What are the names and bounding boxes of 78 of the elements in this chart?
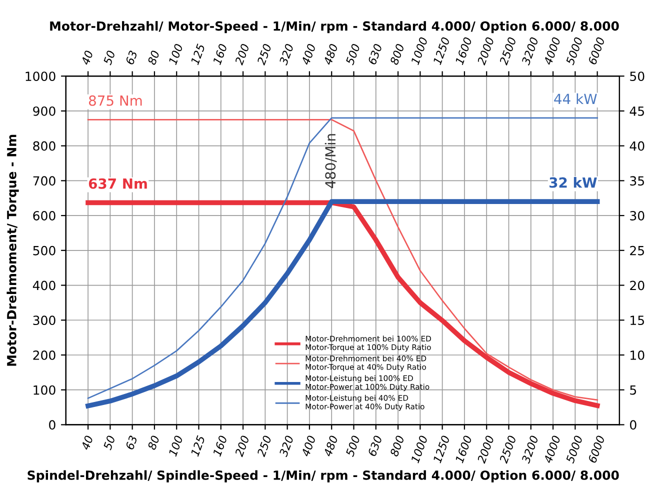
y2-tick-label: 30 bbox=[630, 211, 644, 220]
y-axis-title: Motor-Drehmoment/ Torque - Nm bbox=[6, 134, 19, 366]
x-tick-label: 250 bbox=[256, 435, 272, 458]
x-tick-label: 50 bbox=[102, 435, 116, 450]
y-tick-label: 0 bbox=[49, 420, 56, 430]
x-tick-label: 2000 bbox=[476, 435, 494, 464]
y-tick-label: 1000 bbox=[26, 72, 56, 82]
x-tick-label: 320 bbox=[278, 435, 294, 458]
category-label: 3200 bbox=[521, 36, 539, 66]
x-tick-label: 1600 bbox=[454, 435, 472, 464]
category-label: 500 bbox=[345, 43, 360, 66]
x-tick-label: 6000 bbox=[588, 435, 605, 464]
category-label: 5000 bbox=[566, 36, 583, 66]
x-tick-label: 200 bbox=[234, 435, 250, 458]
category-label: 6000 bbox=[588, 36, 605, 65]
x-axis-title: Spindel-Drehzahl/ Spindle-Speed - 1/Min/ rpm - Standard 4.000/ Option 6.000/ 8.000 bbox=[28, 470, 619, 482]
category-label: 100 bbox=[168, 43, 184, 66]
category-label: 1250 bbox=[432, 36, 450, 66]
x-tick-label: 400 bbox=[301, 435, 316, 458]
annotation: 637 Nm bbox=[88, 178, 147, 189]
category-label: 63 bbox=[125, 50, 138, 65]
category-label: 400 bbox=[301, 43, 316, 66]
category-label: 2000 bbox=[476, 36, 494, 66]
x-tick-label: 1000 bbox=[410, 435, 428, 464]
category-label: 630 bbox=[368, 43, 382, 65]
category-label: 80 bbox=[147, 50, 160, 66]
x-tick-label: 125 bbox=[190, 435, 206, 457]
y-tick-label: 900 bbox=[33, 106, 56, 116]
y-tick-label: 300 bbox=[33, 316, 56, 326]
category-label: 320 bbox=[278, 43, 294, 66]
y2-tick-label: 40 bbox=[630, 141, 644, 151]
category-label: 160 bbox=[212, 43, 228, 66]
y-tick-label: 100 bbox=[34, 385, 56, 395]
category-label: 1600 bbox=[455, 36, 472, 66]
x-tick-label: 160 bbox=[212, 435, 228, 457]
x-tick-label: 80 bbox=[147, 435, 160, 450]
category-label: 480 bbox=[323, 43, 338, 66]
annotation: 32 kW bbox=[550, 177, 597, 188]
y2-tick-label: 50 bbox=[630, 72, 644, 82]
category-label: 125 bbox=[190, 43, 206, 66]
x-tick-label: 630 bbox=[368, 435, 382, 457]
category-label: 2500 bbox=[499, 36, 516, 66]
category-label: 1000 bbox=[410, 36, 428, 66]
category-label: 200 bbox=[234, 43, 250, 66]
x-tick-label: 5000 bbox=[566, 435, 583, 464]
annotation: 480/Min bbox=[324, 134, 337, 188]
y-tick-label: 400 bbox=[32, 280, 56, 290]
x-tick-label: 3200 bbox=[521, 435, 539, 464]
y2-tick-label: 10 bbox=[630, 350, 644, 360]
y2-tick-label: 15 bbox=[630, 316, 644, 326]
y2-tick-label: 25 bbox=[630, 246, 644, 256]
annotation: 44 kW bbox=[554, 93, 597, 104]
y-tick-label: 700 bbox=[33, 176, 56, 186]
category-label: 4000 bbox=[544, 36, 561, 66]
y2-tick-label: 20 bbox=[630, 280, 644, 290]
x-tick-label: 800 bbox=[390, 435, 404, 457]
y-tick-label: 500 bbox=[33, 246, 56, 256]
x-tick-label: 100 bbox=[168, 435, 184, 457]
x-tick-label: 480 bbox=[323, 435, 338, 458]
x-tick-label: 1250 bbox=[432, 435, 450, 464]
x2-axis-title: Motor-Drehzahl/ Motor-Speed - 1/Min/ rpm - Standard 4.000/ Option 6.000/ 8.000 bbox=[50, 21, 619, 34]
y2-tick-label: 35 bbox=[630, 176, 644, 186]
x-tick-label: 2500 bbox=[499, 435, 516, 464]
y2-tick-label: 45 bbox=[630, 106, 644, 116]
y-tick-label: 800 bbox=[33, 141, 56, 151]
y-tick-label: 200 bbox=[33, 350, 56, 360]
x-tick-label: 63 bbox=[125, 435, 138, 450]
y-tick-label: 600 bbox=[33, 211, 56, 220]
category-label: 40 bbox=[80, 50, 94, 66]
annotation: 875 Nm bbox=[88, 95, 142, 106]
x-tick-label: 4000 bbox=[543, 435, 561, 464]
y2-tick-label: 0 bbox=[630, 420, 636, 430]
x-tick-label: 500 bbox=[345, 435, 360, 458]
category-label: 800 bbox=[390, 43, 404, 66]
category-label: 50 bbox=[103, 50, 116, 66]
x-tick-label: 40 bbox=[80, 435, 94, 450]
y2-tick-label: 5 bbox=[630, 385, 636, 395]
category-label: 250 bbox=[256, 43, 272, 66]
